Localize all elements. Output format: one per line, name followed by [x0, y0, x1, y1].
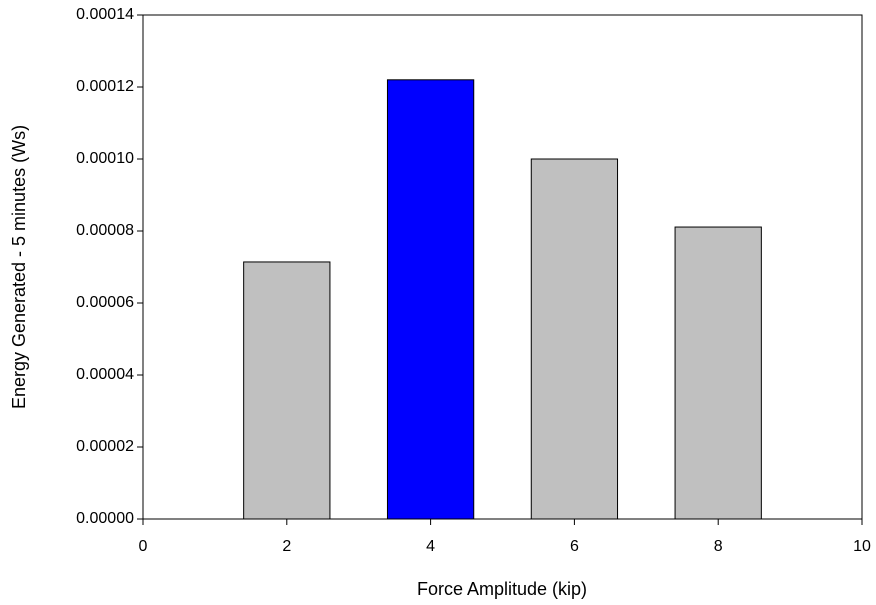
- y-tick-label: 0.00006: [76, 294, 134, 311]
- bar: [386, 79, 475, 520]
- x-tick-label: 4: [426, 538, 435, 555]
- x-tick-label: 0: [139, 538, 148, 555]
- x-axis-title: Force Amplitude (kip): [417, 579, 587, 599]
- x-tick-label: 2: [282, 538, 291, 555]
- y-tick-label: 0.00014: [76, 6, 134, 23]
- y-tick-label: 0.00002: [76, 438, 134, 455]
- x-tick-label: 8: [714, 538, 723, 555]
- bar: [674, 226, 762, 520]
- bar: [243, 261, 331, 520]
- y-tick-label: 0.00012: [76, 78, 134, 95]
- x-tick-label: 10: [853, 538, 871, 555]
- x-tick-label: 6: [570, 538, 579, 555]
- y-tick-label: 0.00000: [76, 510, 134, 527]
- y-axis-title: Energy Generated - 5 minutes (Ws): [9, 125, 29, 409]
- y-tick-label: 0.00010: [76, 150, 134, 167]
- y-tick-label: 0.00004: [76, 366, 134, 383]
- y-tick-label: 0.00008: [76, 222, 134, 239]
- plot-frame: [142, 14, 863, 520]
- bar: [530, 158, 619, 520]
